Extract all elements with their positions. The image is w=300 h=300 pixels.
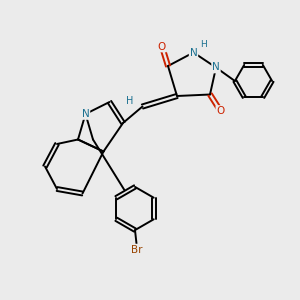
Text: H: H (200, 40, 206, 49)
Text: N: N (82, 109, 89, 119)
Text: N: N (212, 62, 220, 73)
Text: O: O (158, 41, 166, 52)
Text: H: H (126, 95, 134, 106)
Text: Br: Br (131, 244, 142, 255)
Text: N: N (190, 47, 197, 58)
Text: O: O (216, 106, 225, 116)
